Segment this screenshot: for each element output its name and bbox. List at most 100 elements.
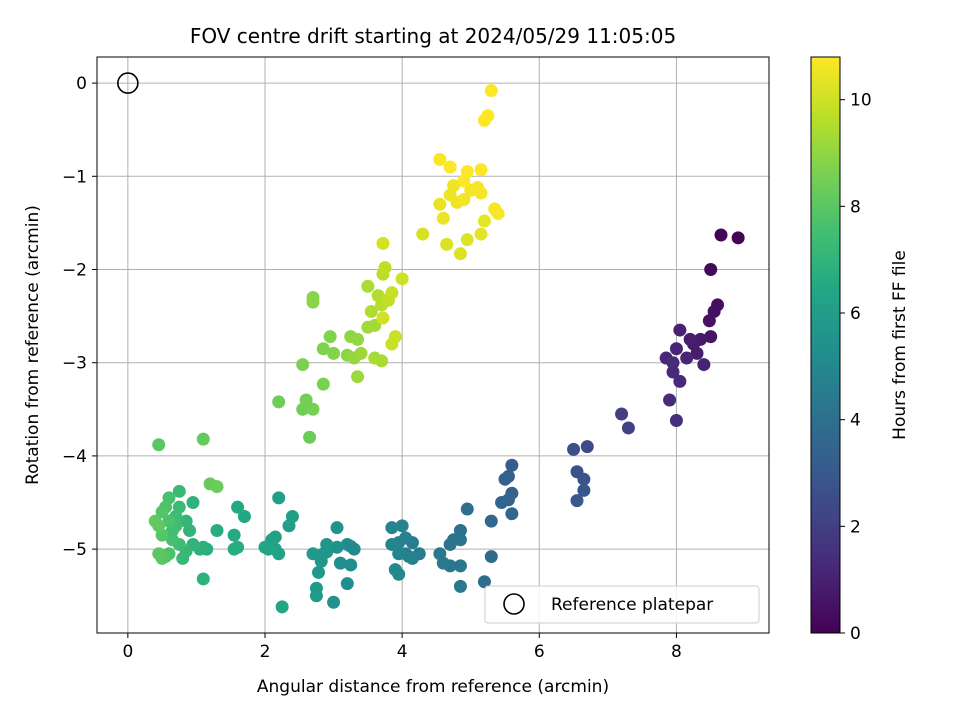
data-point — [385, 537, 399, 551]
colorbar-tick-label: 0 — [850, 624, 861, 644]
data-point — [306, 295, 320, 309]
y-tick-label: −3 — [62, 354, 87, 374]
data-point — [323, 330, 337, 344]
data-point — [340, 577, 354, 591]
data-point — [484, 84, 498, 98]
data-point — [702, 314, 716, 328]
colorbar-tick-label: 2 — [850, 517, 861, 537]
data-point — [669, 413, 683, 427]
data-point — [505, 458, 519, 472]
data-point — [491, 207, 505, 221]
data-point — [484, 550, 498, 564]
data-point — [474, 163, 488, 177]
y-axis-label: Rotation from reference (arcmin) — [23, 205, 43, 485]
x-tick-label: 4 — [397, 642, 408, 662]
data-point — [666, 356, 680, 370]
data-point — [316, 342, 330, 356]
y-tick-label: 0 — [76, 74, 87, 94]
data-point — [453, 523, 467, 537]
colorbar-tick-label: 4 — [850, 411, 861, 431]
data-point — [378, 261, 392, 275]
legend: Reference platepar — [484, 585, 760, 624]
data-point — [165, 533, 179, 547]
data-point — [186, 496, 200, 510]
colorbar-tick-label: 10 — [850, 91, 872, 111]
data-point — [460, 502, 474, 516]
data-point — [498, 472, 512, 486]
data-point — [227, 528, 241, 542]
colorbar-tick-label: 6 — [850, 304, 861, 324]
data-point — [704, 330, 718, 344]
data-point — [453, 579, 467, 593]
data-point — [669, 342, 683, 356]
data-point — [296, 358, 310, 372]
colorbar-gradient — [810, 56, 841, 634]
colorbar-tick-label: 8 — [850, 197, 861, 217]
data-point — [477, 575, 491, 589]
data-point — [258, 540, 272, 554]
data-point — [474, 227, 488, 241]
y-tick-label: −2 — [62, 261, 87, 281]
x-tick-label: 2 — [260, 642, 271, 662]
data-point — [152, 547, 166, 561]
data-point — [364, 304, 378, 318]
data-point — [395, 519, 409, 533]
data-point — [405, 551, 419, 565]
data-point — [683, 332, 697, 346]
data-point — [453, 533, 467, 547]
data-point — [272, 547, 286, 561]
colorbar: 0 2 4 6 8 10 Hours from first FF file — [810, 56, 910, 644]
colorbar-ticks: 0 2 4 6 8 10 — [840, 91, 872, 644]
data-point — [436, 556, 450, 570]
data-point — [196, 432, 210, 446]
reference-platepar-marker — [117, 72, 139, 94]
data-point — [351, 332, 365, 346]
data-point — [272, 491, 286, 505]
data-point — [436, 211, 450, 225]
data-point — [663, 393, 677, 407]
data-point — [495, 496, 509, 510]
data-point — [388, 330, 402, 344]
data-point — [505, 507, 519, 521]
data-point — [330, 521, 344, 535]
x-tick-label: 8 — [671, 642, 682, 662]
data-point — [443, 537, 457, 551]
data-point — [570, 494, 584, 508]
data-point — [344, 558, 358, 572]
data-point — [385, 286, 399, 300]
data-point — [231, 500, 245, 514]
reference-marker-layer — [117, 72, 139, 94]
data-point — [577, 472, 591, 486]
data-point — [172, 484, 186, 498]
data-point — [376, 311, 390, 325]
data-point — [354, 346, 368, 360]
data-point — [155, 505, 169, 519]
data-point — [330, 540, 344, 554]
x-tick-label: 6 — [534, 642, 545, 662]
data-point — [275, 600, 289, 614]
data-point — [303, 430, 317, 444]
data-points — [148, 84, 745, 614]
data-point — [484, 514, 498, 528]
data-point — [148, 514, 162, 528]
data-point — [361, 279, 375, 293]
data-point — [460, 233, 474, 247]
data-point — [316, 377, 330, 391]
x-tick-label: 0 — [122, 642, 133, 662]
data-point — [176, 551, 190, 565]
data-point — [447, 179, 461, 193]
data-point — [385, 521, 399, 535]
data-point — [731, 231, 745, 245]
data-point — [433, 153, 447, 167]
data-point — [179, 514, 193, 528]
x-axis-ticks: 0 2 4 6 8 — [122, 633, 682, 662]
data-point — [477, 214, 491, 228]
data-point — [299, 393, 313, 407]
legend-reference-label: Reference platepar — [551, 595, 713, 615]
data-point — [453, 247, 467, 261]
plot-frame — [96, 56, 770, 634]
data-point — [690, 346, 704, 360]
data-point — [680, 351, 694, 365]
data-point — [395, 272, 409, 286]
data-point — [567, 442, 581, 456]
